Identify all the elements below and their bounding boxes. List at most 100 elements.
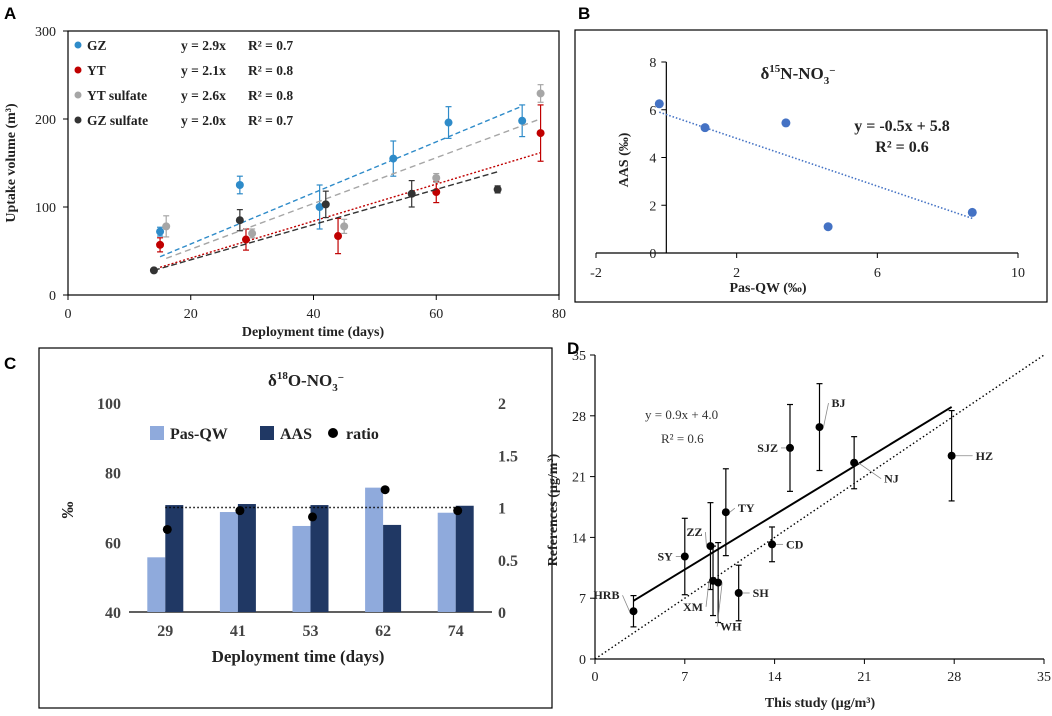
panel-c: δ18O-NO3− Deployment time (days) ‰ 40 60 8… [38, 347, 553, 709]
b-ytick-label: 2 [649, 199, 656, 214]
panel-a-frame [67, 30, 560, 296]
panel-a-xlabel: Deployment time (days) [242, 325, 385, 340]
a-point [235, 181, 244, 189]
d-city-label: CD [786, 537, 804, 551]
a-legend-r2: R² = 0.8 [248, 88, 293, 103]
a-legend-marker [74, 41, 82, 49]
c-legend-label: ratio [346, 426, 379, 443]
d-point [785, 443, 794, 452]
b-fit-line [659, 111, 973, 220]
b-point [967, 207, 977, 217]
d-ytick-label: 7 [579, 592, 586, 607]
a-ytick-label: 300 [35, 25, 56, 40]
a-point [156, 240, 165, 249]
a-legend-r2: R² = 0.8 [248, 63, 293, 78]
a-xtick-label: 60 [429, 307, 443, 322]
b-equation: y = -0.5x + 5.8 [854, 118, 950, 135]
title-part: N-NO [780, 64, 823, 83]
d-point [768, 540, 777, 549]
panel-b: δ15N-NO3− Pas-QW (‰) AAS (‰) -2 2 6 10 0 2 4 6 8… [574, 29, 1048, 303]
a-legend-equation: y = 2.1x [181, 63, 226, 78]
c-bar-pas-qw [437, 512, 456, 612]
d-point [721, 508, 730, 517]
a-legend-marker [74, 116, 82, 124]
d-leader-line [705, 580, 710, 607]
d-xtick-label: 28 [947, 670, 961, 685]
a-point [235, 216, 244, 225]
c-legend-label: Pas-QW [170, 426, 228, 443]
a-xtick-label: 20 [184, 307, 198, 322]
c-y2tick-label: 1.5 [498, 448, 518, 465]
panel-label-a: A [4, 4, 16, 23]
d-city-label: XM [683, 600, 703, 614]
a-ytick-label: 200 [35, 113, 56, 128]
d-r2: R² = 0.6 [661, 431, 704, 446]
panel-d-ylabel: References (µg/m³) [546, 453, 561, 566]
d-city-label: SH [753, 586, 770, 600]
c-ytick-label: 100 [97, 396, 121, 413]
d-xtick-label: 35 [1037, 670, 1051, 685]
d-ytick-label: 28 [572, 410, 586, 425]
c-category-label: 41 [230, 623, 246, 640]
title-part: − [829, 65, 835, 77]
d-city-label: SJZ [757, 441, 778, 455]
d-leader-line [622, 595, 630, 612]
a-fit-line-yt-sulfate [165, 118, 541, 260]
panel-c-frame [38, 347, 553, 709]
title-part: 3 [824, 75, 830, 87]
c-y2tick-label: 1 [498, 501, 506, 518]
panel-b-title: δ15N-NO3− [760, 63, 835, 87]
panel-d: This study (µg/m³) References (µg/m³) 0 7… [546, 349, 1051, 711]
d-xtick-label: 0 [592, 670, 599, 685]
d-point [629, 607, 638, 616]
b-xtick-label: 6 [874, 266, 881, 281]
c-ytick-label: 60 [105, 535, 121, 552]
d-leader-line [857, 462, 882, 480]
c-legend-swatch [260, 426, 274, 440]
d-point [815, 423, 824, 432]
a-point [518, 116, 527, 125]
panel-c-title: δ18O-NO3− [268, 370, 344, 394]
a-legend-equation: y = 2.6x [181, 88, 226, 103]
a-xtick-label: 80 [552, 307, 566, 322]
a-point [536, 89, 545, 98]
a-legend-r2: R² = 0.7 [248, 38, 293, 53]
c-ratio-point [380, 485, 390, 495]
a-point [407, 189, 416, 198]
c-ratio-point [162, 524, 172, 534]
panel-b-ylabel: AAS (‰) [617, 132, 632, 187]
d-leader-line [716, 582, 723, 627]
panel-d-xlabel: This study (µg/m³) [765, 696, 876, 711]
a-point [248, 229, 257, 238]
panel-label-c: C [4, 354, 16, 373]
title-part: δ [268, 371, 277, 390]
a-legend-name: GZ [87, 38, 107, 53]
b-xtick-label: 2 [733, 266, 740, 281]
panel-c-ylabel: ‰ [58, 502, 77, 519]
panel-label-d: D [567, 339, 579, 358]
b-point [781, 118, 791, 128]
a-point [334, 232, 343, 241]
c-ratio-point [453, 506, 463, 516]
d-xtick-label: 21 [857, 670, 871, 685]
c-bar-aas [165, 505, 184, 612]
d-leader-line [823, 403, 829, 428]
panel-label-b: B [578, 4, 590, 23]
title-part: − [338, 372, 344, 384]
a-legend-r2: R² = 0.7 [248, 113, 293, 128]
panel-a: Deployment time (days) Uptake volume (m³… [4, 25, 566, 340]
c-category-label: 62 [375, 623, 391, 640]
a-point [156, 227, 165, 236]
d-point [734, 588, 743, 597]
b-ytick-label: 0 [649, 247, 656, 262]
a-ytick-label: 0 [49, 289, 56, 304]
d-ytick-label: 21 [572, 471, 586, 486]
c-legend-swatch [150, 426, 164, 440]
b-ytick-label: 6 [649, 104, 656, 119]
c-category-label: 74 [448, 623, 464, 640]
d-city-label: TY [738, 501, 755, 515]
b-point [823, 222, 833, 232]
d-city-label: ZZ [686, 525, 702, 539]
title-part: O-NO [288, 371, 332, 390]
c-bar-pas-qw [292, 525, 311, 612]
